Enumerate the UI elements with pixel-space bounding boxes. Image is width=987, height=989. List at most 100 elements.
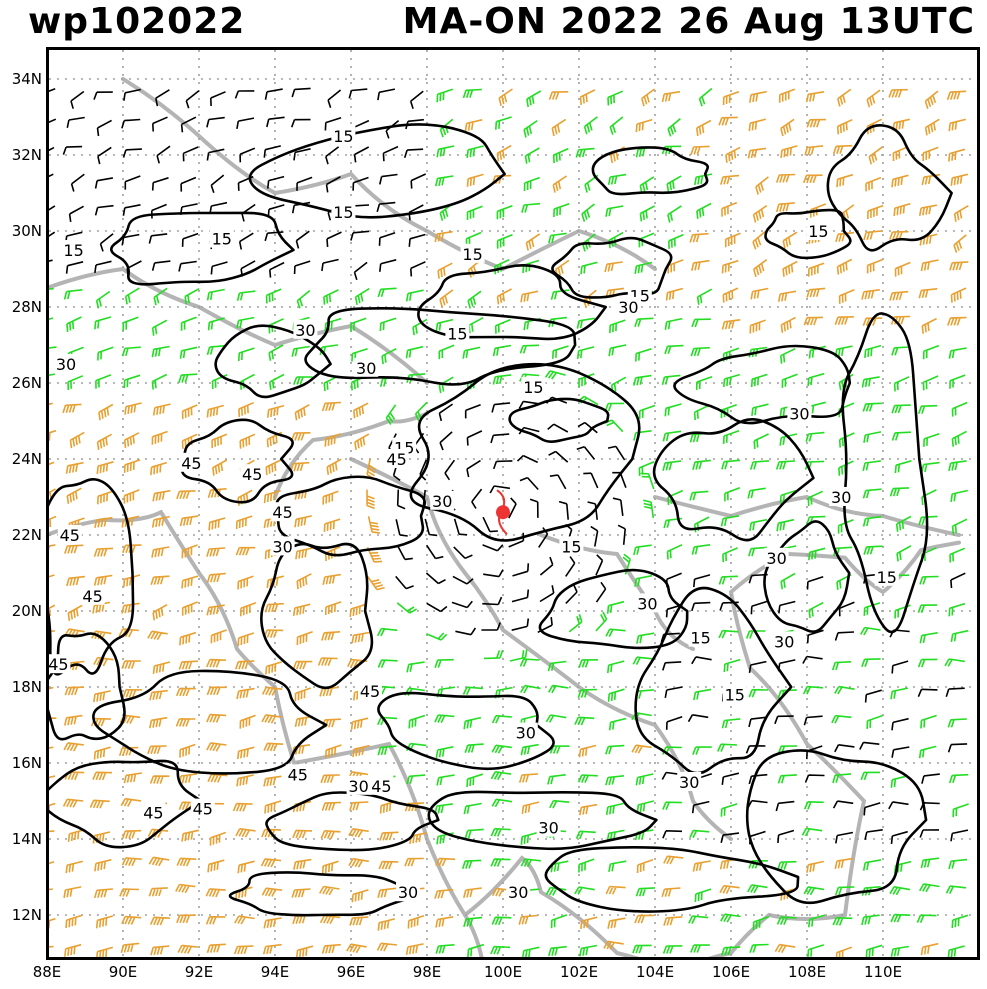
wind-barb <box>775 800 795 812</box>
isotach-contour <box>764 208 852 260</box>
wind-barb <box>464 743 484 754</box>
wind-barb <box>751 403 769 416</box>
wind-barb <box>810 203 826 218</box>
wind-barb <box>519 344 540 354</box>
wind-barb <box>722 90 740 106</box>
wind-barb <box>319 885 340 896</box>
wind-barb <box>435 175 454 187</box>
wind-barb <box>324 545 341 562</box>
wind-barb <box>663 916 683 926</box>
wind-barb <box>324 317 342 332</box>
wind-barb <box>210 174 225 194</box>
wind-barb <box>605 628 626 637</box>
wind-barb <box>455 627 477 636</box>
wind-barb <box>832 773 852 784</box>
wind-barb <box>547 660 567 672</box>
wind-barb <box>607 90 624 106</box>
wind-barb <box>919 233 938 246</box>
wind-barb <box>350 717 369 730</box>
wind-barb <box>667 205 682 223</box>
wind-barb <box>837 88 852 107</box>
wind-barb <box>351 631 370 644</box>
wind-barb <box>523 176 540 192</box>
contour-label: 30 <box>679 773 699 792</box>
wind-barb <box>96 119 112 137</box>
wind-barb <box>492 460 513 470</box>
wind-barb <box>522 946 540 957</box>
wind-barb <box>690 145 710 155</box>
wind-barb <box>396 602 417 614</box>
wind-map-frame[interactable]: 15 15 15 15 15 15 15 15 15 15 15 15 15 15 30 30 30 30 30 30… <box>46 47 980 960</box>
wind-barb <box>206 943 226 954</box>
wind-barb <box>435 944 455 954</box>
wind-barb <box>151 177 169 191</box>
wind-barb <box>607 445 626 461</box>
wind-barb <box>490 771 512 781</box>
contour-label: 30 <box>356 359 376 378</box>
lon-label: 92E <box>184 963 214 981</box>
wind-barb <box>267 175 285 189</box>
wind-barb <box>896 545 912 562</box>
wind-barb <box>750 373 768 388</box>
wind-barb <box>94 260 112 274</box>
wind-barb <box>321 943 341 954</box>
wind-barb <box>722 287 739 303</box>
wind-barb <box>667 259 684 274</box>
contour-label-bg <box>61 240 86 259</box>
wind-barb <box>176 490 196 500</box>
wind-barb <box>453 518 468 536</box>
wind-barb <box>662 801 682 811</box>
wind-barb <box>490 858 511 867</box>
wind-barb <box>151 515 170 528</box>
wind-barb <box>49 317 54 321</box>
isotach-contour <box>544 846 800 913</box>
wind-barb <box>832 800 854 809</box>
wind-barb <box>426 632 448 641</box>
wind-barb <box>661 887 681 898</box>
wind-barb <box>64 943 82 957</box>
wind-barb <box>324 601 342 616</box>
contour-label-bg <box>369 775 394 795</box>
wind-barb <box>521 801 540 814</box>
wind-barb <box>749 943 769 953</box>
wind-barb <box>918 745 937 759</box>
wind-barb <box>668 233 684 249</box>
wind-barb <box>62 145 83 155</box>
wind-barb <box>353 146 370 163</box>
wind-barb <box>151 260 171 271</box>
wind-barb <box>836 118 853 135</box>
wind-barb <box>124 402 142 415</box>
wind-barb <box>639 176 655 194</box>
wind-barb <box>548 232 567 244</box>
wind-barb <box>595 581 607 603</box>
wind-barb <box>148 887 168 897</box>
wind-barb <box>922 344 940 360</box>
wind-barb <box>207 773 228 783</box>
wind-barb <box>293 858 312 870</box>
wind-barb <box>407 914 425 929</box>
wind-barb <box>322 490 339 505</box>
wind-barb <box>917 658 938 668</box>
wind-barb <box>294 687 312 702</box>
storm-datetime-title: MA-ON 2022 26 Aug 13UTC <box>402 1 975 42</box>
lat-label: 22N <box>11 526 42 544</box>
wind-barb <box>521 202 541 213</box>
wind-barb <box>181 232 199 247</box>
lat-label: 14N <box>11 830 42 848</box>
contour-label-bg <box>506 882 531 902</box>
wind-barb <box>234 915 255 925</box>
wind-barb <box>491 916 512 926</box>
isotach-contour <box>275 475 426 557</box>
contour-label-bg <box>635 593 660 613</box>
wind-barb <box>745 630 766 639</box>
wind-barb <box>577 688 597 698</box>
wind-barb <box>322 573 341 585</box>
wind-barb <box>807 944 825 957</box>
wind-barb <box>608 344 627 357</box>
wind-barb <box>924 118 940 136</box>
wind-barb <box>608 717 627 731</box>
wind-barb <box>205 888 226 898</box>
wind-barb <box>206 148 225 161</box>
wind-barb <box>807 372 825 387</box>
